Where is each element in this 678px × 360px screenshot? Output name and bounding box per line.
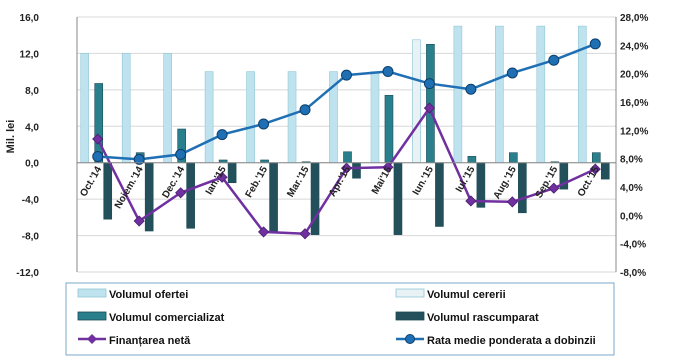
- y2-tick-label: 28,0%: [620, 13, 648, 24]
- y-axis-title: Mil. lei: [5, 120, 17, 154]
- y-tick-label: -12,0: [16, 268, 39, 279]
- point-rata-medie-ponderata-a-dobinzii: [548, 54, 560, 66]
- bar-volumul-ofertei: [370, 71, 380, 164]
- point-rata-medie-ponderata-a-dobinzii: [589, 38, 601, 50]
- y-tick-label: -8,0: [22, 232, 40, 243]
- point-finan-area-net-: [589, 163, 601, 175]
- legend-swatch-volumul-rascumparat: [395, 311, 425, 321]
- y2-tick-label: 0,0%: [620, 211, 643, 222]
- y-tick-label: 12,0: [20, 49, 40, 60]
- point-finan-area-net-: [299, 228, 311, 240]
- bar-volumul-ofertei: [536, 25, 546, 164]
- point-rata-medie-ponderata-a-dobinzii: [299, 104, 311, 116]
- bar-volumul-comercializat: [384, 95, 394, 164]
- point-finan-area-net-: [423, 102, 435, 114]
- bar-volumul-rascumparat: [600, 162, 610, 180]
- bar-volumul-ofertei: [121, 53, 131, 164]
- y2-tick-label: 12,0%: [620, 126, 648, 137]
- point-finan-area-net-: [382, 161, 394, 173]
- y2-tick-label: 8,0%: [620, 155, 643, 166]
- point-rata-medie-ponderata-a-dobinzii: [341, 69, 352, 81]
- y-tick-label: 4,0: [25, 122, 39, 133]
- bar-volumul-ofertei: [80, 53, 90, 164]
- y-axis-title-group: Mil. lei: [5, 120, 17, 154]
- point-finan-area-net-: [92, 133, 104, 145]
- point-finan-area-net-: [258, 226, 270, 238]
- point-rata-medie-ponderata-a-dobinzii: [92, 151, 104, 163]
- point-rata-medie-ponderata-a-dobinzii: [133, 153, 145, 165]
- bar-volumul-ofertei: [287, 71, 297, 164]
- bar-volumul-ofertei: [204, 71, 214, 164]
- bar-volumul-ofertei: [495, 25, 504, 164]
- point-rata-medie-ponderata-a-dobinzii: [465, 83, 477, 95]
- bar-volumul-rascumparat: [393, 162, 403, 235]
- legend-box: [65, 282, 615, 356]
- legend-label-rata-medie-ponderata-a-dobinzii: Rata medie ponderata a dobinzii: [427, 335, 596, 347]
- legend-swatch-volumul-cererii: [395, 288, 425, 298]
- legend: Volumul ofertei Volumul cererii Volumul co…: [77, 288, 596, 347]
- bar-volumul-rascumparat: [435, 162, 444, 227]
- point-rata-medie-ponderata-a-dobinzii: [506, 67, 518, 79]
- y-tick-label: 8,0: [25, 86, 39, 97]
- point-finan-area-net-: [216, 171, 228, 183]
- bar-volumul-rascumparat: [518, 162, 527, 214]
- legend-label-volumul-cererii: Volumul cererii: [427, 289, 506, 301]
- y-tick-label: 0,0: [25, 159, 39, 170]
- bar-volumul-rascumparat: [144, 162, 154, 232]
- bar-volumul-comercializat: [509, 152, 518, 164]
- bar-volumul-cererii: [412, 39, 421, 164]
- bar-volumul-rascumparat: [103, 162, 113, 220]
- point-finan-area-net-: [465, 195, 477, 207]
- bar-volumul-comercializat: [343, 151, 352, 164]
- point-finan-area-net-: [548, 182, 560, 194]
- y-tick-label: 16,0: [20, 13, 40, 24]
- bar-volumul-comercializat: [591, 152, 601, 164]
- bar-volumul-comercializat: [94, 83, 104, 164]
- bar-volumul-ofertei: [246, 71, 255, 164]
- legend-label-volumul-comercializat: Volumul comercializat: [109, 312, 225, 324]
- bar-volumul-ofertei: [163, 53, 172, 164]
- point-finan-area-net-: [506, 196, 518, 208]
- legend-swatch-volumul-comercializat: [77, 311, 107, 321]
- legend-swatch-volumul-ofertei: [77, 288, 107, 298]
- legend-label-volumul-rascumparat: Volumul rascumparat: [427, 312, 539, 324]
- y2-tick-label: 16,0%: [620, 98, 648, 109]
- point-rata-medie-ponderata-a-dobinzii: [258, 118, 270, 130]
- bar-volumul-ofertei: [453, 25, 463, 164]
- bar-series: [80, 25, 610, 235]
- y2-tick-label: 20,0%: [620, 70, 648, 81]
- bar-volumul-comercializat: [467, 156, 477, 164]
- y-tick-label: -4,0: [22, 195, 40, 206]
- point-rata-medie-ponderata-a-dobinzii: [423, 78, 435, 90]
- legend-marker-rata-medie-ponderata-a-dobinzii: [405, 334, 415, 344]
- point-finan-area-net-: [340, 162, 353, 174]
- y2-tick-label: -4,0%: [620, 240, 646, 251]
- legend-marker-finan-area-net-: [87, 334, 97, 344]
- bar-volumul-rascumparat: [352, 162, 361, 179]
- point-rata-medie-ponderata-a-dobinzii: [175, 148, 187, 160]
- point-finan-area-net-: [133, 215, 145, 227]
- y2-tick-label: 4,0%: [620, 183, 643, 194]
- point-finan-area-net-: [175, 187, 187, 199]
- bar-volumul-rascumparat: [186, 162, 195, 229]
- line-series: [92, 38, 601, 240]
- legend-label-finan-area-net-: Finanțarea netă: [109, 335, 191, 347]
- bar-volumul-rascumparat: [227, 162, 237, 184]
- point-rata-medie-ponderata-a-dobinzii: [216, 129, 228, 141]
- point-rata-medie-ponderata-a-dobinzii: [382, 66, 394, 78]
- bar-volumul-rascumparat: [269, 162, 278, 234]
- y2-tick-label: 24,0%: [620, 41, 648, 52]
- legend-label-volumul-ofertei: Volumul ofertei: [109, 289, 188, 301]
- y2-tick-label: -8,0%: [620, 268, 646, 279]
